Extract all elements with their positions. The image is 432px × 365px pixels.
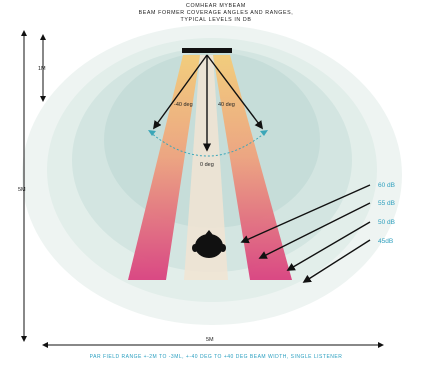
right-beam-arrow <box>206 54 264 130</box>
level-arrow-45db <box>302 239 371 283</box>
listener-head <box>195 234 223 258</box>
level-label-60db: 60 dB <box>378 182 395 189</box>
left-beam <box>128 55 200 280</box>
footer-note: PAR FIELD RANGE +-2M TO -3ML, +-40 DEG T… <box>89 354 343 360</box>
speaker-bar <box>182 48 232 53</box>
vertical-dimension-arrow-up <box>21 30 27 36</box>
level-arrow-60db <box>240 184 371 244</box>
level-arrow-50db <box>286 221 371 271</box>
listener-nose <box>205 230 213 235</box>
level-label-55db: 55 dB <box>378 200 395 207</box>
title-line-3: TYPICAL LEVELS IN DB <box>180 17 252 23</box>
title-line-1: COMHEAR MYBEAM <box>186 3 246 9</box>
top-dimension-arrow-down <box>40 96 46 102</box>
title-line-2: BEAM FORMER COVERAGE ANGLES AND RANGES, <box>138 10 294 16</box>
level-arrow-55db <box>258 202 371 259</box>
top-dimension-arrow-up <box>40 34 46 40</box>
right-angle-label: 40 deg <box>218 102 235 108</box>
left-beam-arrow <box>153 54 208 130</box>
arc-arrowhead-left <box>148 130 156 136</box>
level-label-45db: 45dB <box>378 238 393 245</box>
horizontal-dimension-arrow-left <box>42 342 48 348</box>
level-label-50db: 50 dB <box>378 219 395 226</box>
center-angle-label: 0 deg <box>200 162 214 168</box>
listener-ear-right <box>220 244 226 252</box>
center-beam <box>184 55 228 280</box>
top-dimension-label: 1M <box>38 66 46 72</box>
arc-arrowhead-right <box>260 130 268 136</box>
vertical-dimension-arrow-down <box>21 336 27 342</box>
horizontal-dimension-label: 5M <box>206 337 214 343</box>
left-angle-label: -40 deg <box>174 102 193 108</box>
diagram-title: COMHEAR MYBEAM BEAM FORMER COVERAGE ANGL… <box>0 3 432 24</box>
right-beam <box>213 55 292 280</box>
vertical-dimension-label: 5M <box>18 187 26 193</box>
horizontal-dimension-arrow-right <box>378 342 384 348</box>
listener-ear-left <box>192 244 198 252</box>
